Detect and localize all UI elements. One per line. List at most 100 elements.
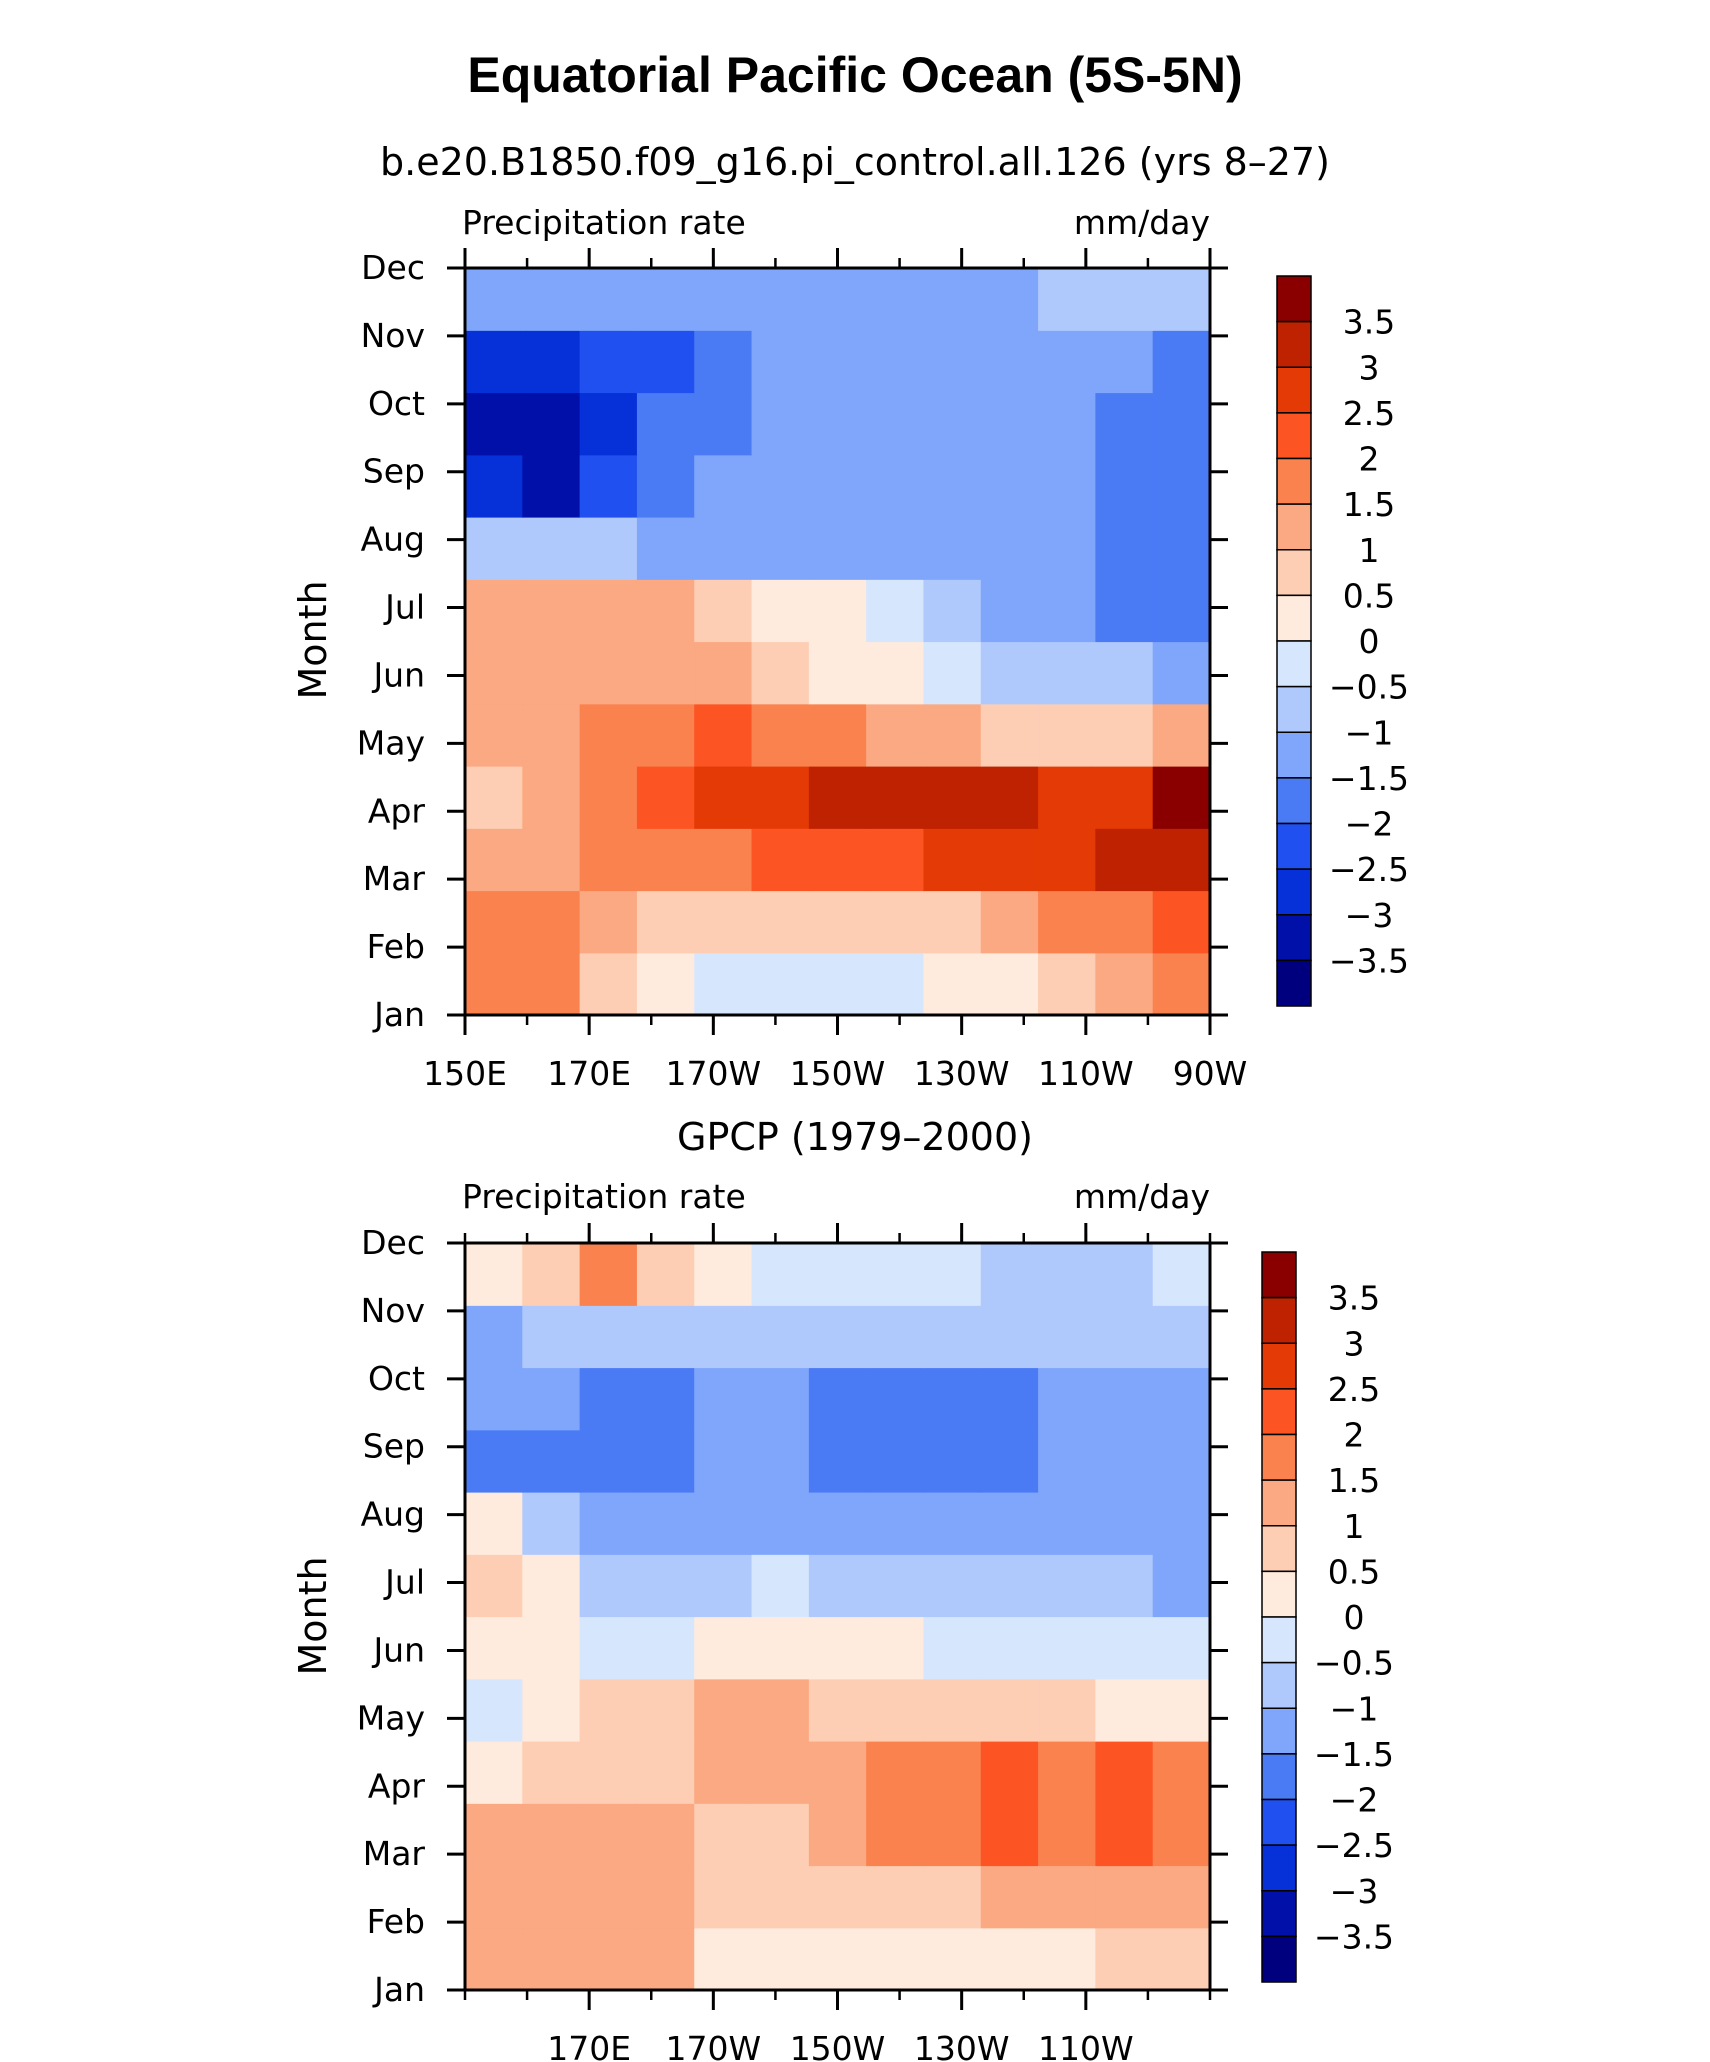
- colorbar-box: [1276, 731, 1312, 779]
- heatmap-cell: [522, 1803, 581, 1867]
- heatmap-cell: [923, 1305, 982, 1369]
- heatmap-cell: [579, 1741, 638, 1804]
- heatmap-cell: [1038, 517, 1096, 580]
- colorbar-box: [1276, 503, 1312, 551]
- heatmap-cell: [465, 766, 523, 829]
- heatmap-cell: [923, 1554, 982, 1618]
- heatmap-cell: [1095, 828, 1154, 892]
- colorbar-box: [1276, 457, 1312, 505]
- heatmap-cell: [579, 392, 638, 456]
- colorbar-box: [1276, 822, 1312, 870]
- heatmap-cell: [522, 641, 581, 705]
- y-tick-label: Jun: [371, 1630, 425, 1669]
- heatmap-cell: [579, 828, 638, 892]
- heatmap-cell: [465, 517, 523, 580]
- heatmap-cell: [465, 641, 523, 705]
- heatmap-cell: [1095, 454, 1154, 518]
- y-tick-label: Mar: [363, 859, 426, 898]
- heatmap-cell: [923, 1616, 982, 1680]
- heatmap-cell: [980, 1741, 1039, 1804]
- heatmap-cell: [923, 1678, 982, 1742]
- heatmap-cell: [1038, 641, 1096, 705]
- heatmap-cell: [751, 1492, 810, 1555]
- heatmap-cell: [866, 1741, 925, 1804]
- colorbar-box: [1276, 366, 1312, 414]
- colorbar-label: 2.5: [1328, 1370, 1380, 1409]
- heatmap-cell: [866, 454, 925, 518]
- heatmap-cell: [923, 1927, 982, 1991]
- heatmap-cell: [980, 517, 1039, 580]
- colorbar-label: 1: [1344, 1507, 1365, 1546]
- y-tick-label: Apr: [368, 1766, 426, 1805]
- heatmap-cell: [694, 1367, 753, 1431]
- heatmap-cell: [694, 1927, 753, 1991]
- x-tick-label: 170E: [547, 1054, 631, 1093]
- heatmap-cell: [866, 579, 925, 643]
- x-tick-label: 110W: [1038, 1054, 1134, 1093]
- heatmap-cell: [1038, 890, 1096, 954]
- heatmap-cells: [465, 1243, 1211, 1991]
- heatmap-cell: [636, 1616, 695, 1680]
- heatmap-cell: [1152, 1678, 1211, 1742]
- heatmap-cell: [1152, 1429, 1211, 1493]
- heatmap-cell: [522, 1305, 581, 1369]
- colorbar-label: 3.5: [1328, 1279, 1380, 1318]
- heatmap-cell: [980, 703, 1039, 767]
- heatmap-cell: [636, 1865, 695, 1929]
- heatmap-cell: [1095, 952, 1154, 1016]
- heatmap-cell: [866, 828, 925, 892]
- heatmap-cell: [522, 1243, 581, 1306]
- heatmap-cell: [465, 1429, 523, 1493]
- heatmap-cell: [694, 1803, 753, 1867]
- heatmap-cell: [522, 454, 581, 518]
- heatmap-cell: [980, 1927, 1039, 1991]
- heatmap-cell: [579, 1865, 638, 1929]
- heatmap-cell: [694, 268, 753, 331]
- heatmap-cell: [866, 641, 925, 705]
- panel-gpcp: GPCP (1979–2000) Precipitation rate mm/d…: [291, 1115, 1394, 2062]
- heatmap-cell: [751, 517, 810, 580]
- heatmap-cell: [694, 641, 753, 705]
- y-tick-label: Nov: [361, 1291, 425, 1330]
- x-tick-label: 170E: [547, 2029, 631, 2062]
- heatmap-cell: [636, 1741, 695, 1804]
- heatmap-cell: [1152, 1927, 1211, 1991]
- heatmap-cell: [636, 1492, 695, 1555]
- heatmap-cell: [465, 828, 523, 892]
- y-tick-label: Oct: [368, 1359, 425, 1398]
- heatmap-cell: [923, 1865, 982, 1929]
- colorbar-box: [1261, 1844, 1297, 1892]
- heatmap-cell: [923, 1803, 982, 1867]
- heatmap-cell: [1095, 517, 1154, 580]
- heatmap-cell: [465, 454, 523, 518]
- heatmap-cell: [923, 952, 982, 1016]
- y-tick-label: Feb: [367, 927, 425, 966]
- y-tick-label: Jul: [383, 588, 425, 627]
- heatmap-cell: [751, 330, 810, 394]
- heatmap-cell: [980, 454, 1039, 518]
- heatmap-cell: [1095, 579, 1154, 643]
- heatmap-cell: [465, 703, 523, 767]
- heatmap-cell: [808, 1678, 867, 1742]
- heatmap-cell: [751, 952, 810, 1016]
- heatmap-cell: [923, 1492, 982, 1555]
- heatmap-cell: [808, 952, 867, 1016]
- heatmap-cell: [522, 703, 581, 767]
- heatmap-cell: [694, 890, 753, 954]
- heatmap-cell: [923, 330, 982, 394]
- heatmap-cell: [808, 1554, 867, 1618]
- heatmap-cell: [1095, 641, 1154, 705]
- heatmap-cell: [522, 1678, 581, 1742]
- colorbar-box: [1276, 549, 1312, 597]
- x-tick-label: 150W: [790, 2029, 886, 2062]
- heatmap-cell: [923, 1429, 982, 1493]
- heatmap-cell: [636, 1305, 695, 1369]
- colorbar-box: [1261, 1707, 1297, 1755]
- heatmap-cell: [751, 579, 810, 643]
- heatmap-cell: [808, 641, 867, 705]
- colorbar-box: [1276, 685, 1312, 734]
- colorbar-label: 1.5: [1343, 485, 1395, 524]
- heatmap-cell: [1152, 952, 1211, 1016]
- heatmap-cell: [808, 517, 867, 580]
- heatmap-cell: [465, 1741, 523, 1804]
